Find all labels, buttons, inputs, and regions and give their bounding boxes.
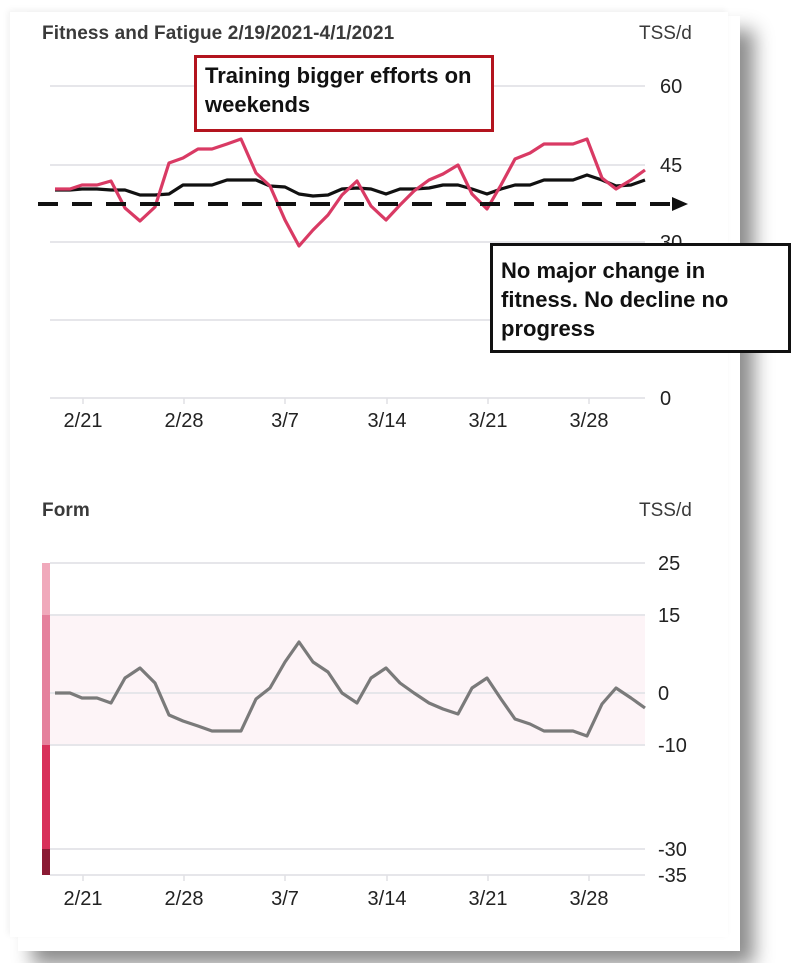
trend-arrowhead-icon <box>672 197 688 211</box>
svg-text:3/14: 3/14 <box>368 410 407 432</box>
svg-text:3/7: 3/7 <box>271 410 299 432</box>
svg-text:3/28: 3/28 <box>570 410 609 432</box>
svg-text:0: 0 <box>658 683 669 705</box>
fatigue-line <box>55 137 646 248</box>
fitness-no-change-annotation: No major change in fitness. No decline n… <box>490 243 791 353</box>
chart-card <box>10 12 728 937</box>
svg-text:3/14: 3/14 <box>368 888 407 910</box>
form-y-axis-labels: 25 15 0 -10 -30 -35 <box>658 553 687 887</box>
svg-text:-35: -35 <box>658 865 687 887</box>
form-x-ticks <box>82 875 590 881</box>
fitness-no-change-text: No major change in fitness. No decline n… <box>501 258 729 341</box>
svg-text:0: 0 <box>660 388 671 410</box>
svg-text:2/28: 2/28 <box>165 410 204 432</box>
svg-text:15: 15 <box>658 605 680 627</box>
form-neutral-band <box>50 615 645 745</box>
weekend-efforts-text: Training bigger efforts on weekends <box>205 63 472 117</box>
fitness-x-ticks <box>82 398 590 404</box>
svg-text:3/7: 3/7 <box>271 888 299 910</box>
svg-text:2/21: 2/21 <box>64 410 103 432</box>
fitness-x-axis-labels: 2/21 2/28 3/7 3/14 3/21 3/28 <box>64 410 609 432</box>
svg-text:2/21: 2/21 <box>64 888 103 910</box>
form-x-axis-labels: 2/21 2/28 3/7 3/14 3/21 3/28 <box>64 888 609 910</box>
svg-text:25: 25 <box>658 553 680 575</box>
fitness-chart-title: Fitness and Fatigue 2/19/2021-4/1/2021 <box>42 23 395 44</box>
svg-text:-10: -10 <box>658 735 687 757</box>
svg-text:2/28: 2/28 <box>165 888 204 910</box>
svg-text:3/28: 3/28 <box>570 888 609 910</box>
svg-text:60: 60 <box>660 76 682 98</box>
form-line <box>55 640 646 738</box>
svg-text:45: 45 <box>660 155 682 177</box>
svg-text:3/21: 3/21 <box>469 410 508 432</box>
form-zone-bar <box>42 563 50 875</box>
form-grid <box>50 562 645 876</box>
weekend-efforts-annotation: Training bigger efforts on weekends <box>194 55 494 132</box>
form-unit-label: TSS/d <box>639 500 692 521</box>
fitness-unit-label: TSS/d <box>639 23 692 44</box>
svg-text:3/21: 3/21 <box>469 888 508 910</box>
form-chart-title: Form <box>42 500 90 521</box>
svg-text:-30: -30 <box>658 839 687 861</box>
